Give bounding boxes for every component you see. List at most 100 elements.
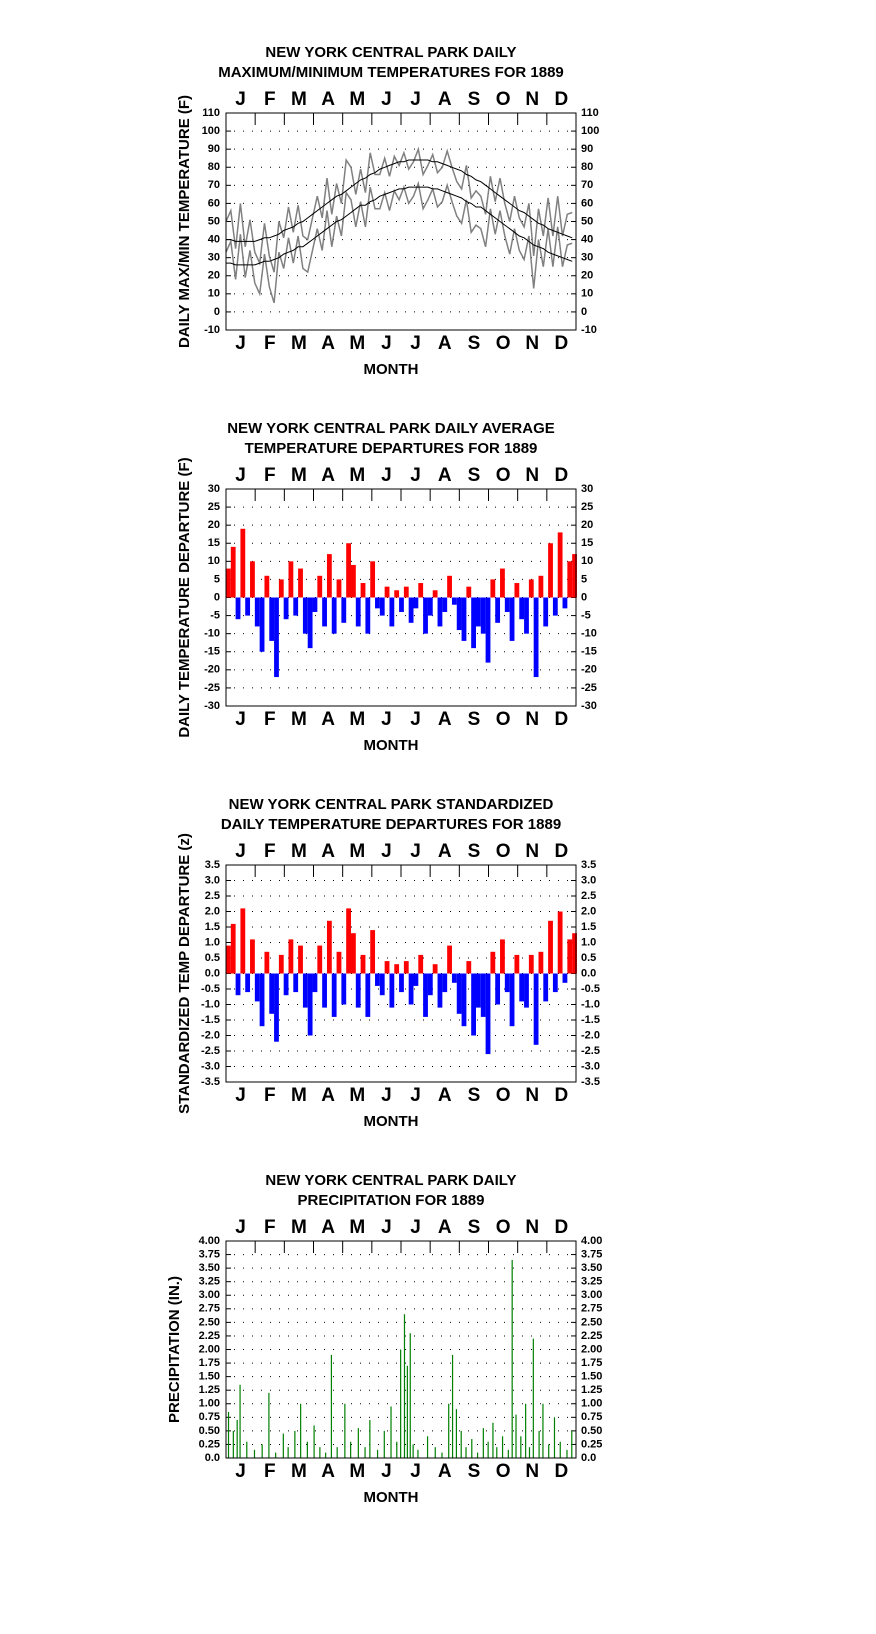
bar [408, 597, 414, 623]
bar [357, 1428, 359, 1458]
bar [331, 597, 337, 634]
y-tick-label-right: -25 [581, 682, 597, 694]
bar [282, 1433, 284, 1458]
y-tick-label: 1.0 [205, 936, 220, 948]
bar [227, 1411, 230, 1458]
bar [326, 920, 332, 974]
bar [364, 1447, 366, 1458]
bar [562, 973, 568, 983]
bar [461, 973, 467, 1027]
month-label: J [381, 1217, 392, 1238]
bar [509, 597, 515, 641]
y-tick-label-right: -20 [581, 664, 597, 676]
bar [447, 945, 452, 974]
x-axis-label: MONTH [364, 737, 419, 754]
bar [399, 597, 404, 612]
bar [360, 583, 366, 598]
month-label: A [321, 1217, 335, 1238]
month-label: O [496, 89, 511, 110]
month-label: F [264, 841, 276, 862]
month-label: J [235, 333, 246, 354]
bar [240, 528, 246, 598]
y-tick-label-right: 60 [581, 197, 593, 209]
y-tick-label-right: 30 [581, 483, 593, 495]
bar [370, 561, 376, 598]
bar [254, 973, 260, 1002]
month-label: S [468, 1461, 481, 1482]
plot-frame [225, 864, 577, 1083]
bar [302, 597, 308, 634]
bar [298, 945, 303, 974]
y-tick-label: -0.5 [201, 983, 220, 995]
bar [466, 961, 472, 974]
y-tick-label-right: 10 [581, 555, 593, 567]
bar [293, 597, 299, 616]
bar [490, 579, 496, 598]
y-tick-label: -1.0 [201, 998, 220, 1010]
chart-title: NEW YORK CENTRAL PARK DAILY AVERAGE [227, 420, 555, 437]
y-tick-label: -3.0 [201, 1060, 220, 1072]
bar [413, 973, 419, 986]
y-tick-label: -15 [204, 646, 220, 658]
month-label: N [525, 841, 539, 862]
bar [557, 911, 563, 974]
bar [250, 939, 255, 974]
y-tick-label-right: -30 [581, 700, 597, 712]
bar [519, 597, 525, 620]
month-label: A [321, 709, 335, 730]
y-tick-label-right: 2.00 [581, 1343, 602, 1355]
y-tick-label: -10 [204, 324, 220, 336]
month-label: J [410, 1461, 421, 1482]
month-label: A [438, 709, 452, 730]
bar [390, 1406, 392, 1458]
bar [520, 1436, 522, 1458]
x-axis-label: MONTH [364, 1113, 419, 1130]
bar [336, 579, 342, 598]
y-tick-label: 30 [208, 252, 220, 264]
month-label: N [525, 333, 539, 354]
bar [533, 973, 539, 1045]
bar [434, 1447, 436, 1458]
bar [319, 1447, 321, 1458]
bar [370, 930, 376, 974]
chart-title: MAXIMUM/MINIMUM TEMPERATURES FOR 1889 [218, 64, 564, 81]
y-tick-label-right: -2.0 [581, 1029, 600, 1041]
y-tick-label-right: 1.25 [581, 1384, 602, 1396]
bar [259, 597, 265, 652]
month-label: D [555, 89, 569, 110]
chart-title: DAILY TEMPERATURE DEPARTURES FOR 1889 [221, 816, 561, 833]
y-tick-label: 25 [208, 501, 220, 513]
bar [236, 1420, 238, 1458]
bar [293, 973, 299, 993]
bar [232, 1430, 234, 1458]
bar [317, 575, 323, 598]
bar [437, 973, 443, 1008]
month-label: A [438, 1217, 452, 1238]
bar [476, 1452, 479, 1458]
bar [394, 590, 400, 598]
bar [524, 597, 529, 634]
bar [412, 1444, 414, 1458]
line [225, 146, 573, 273]
bar [317, 945, 323, 974]
month-label: A [321, 89, 335, 110]
y-tick-label: 0.5 [205, 952, 220, 964]
y-tick-label: -2.5 [201, 1045, 220, 1057]
bar [451, 973, 457, 983]
y-tick-label-right: 0.50 [581, 1425, 602, 1437]
month-label: J [410, 465, 421, 486]
y-tick-label: -20 [204, 664, 220, 676]
bar [312, 973, 318, 993]
bar [341, 597, 347, 623]
y-tick-label: 60 [208, 197, 220, 209]
bar [426, 1436, 429, 1458]
bar [451, 1354, 454, 1458]
y-axis-label: STANDARDIZED TEMP DEPARTURE (z) [176, 833, 193, 1114]
bar [294, 1430, 296, 1458]
bar [278, 954, 284, 974]
y-tick-label-right: 3.75 [581, 1248, 602, 1260]
bar [542, 1403, 544, 1458]
y-tick-label-right: 80 [581, 161, 593, 173]
bar [254, 597, 260, 627]
bar [389, 973, 395, 1008]
